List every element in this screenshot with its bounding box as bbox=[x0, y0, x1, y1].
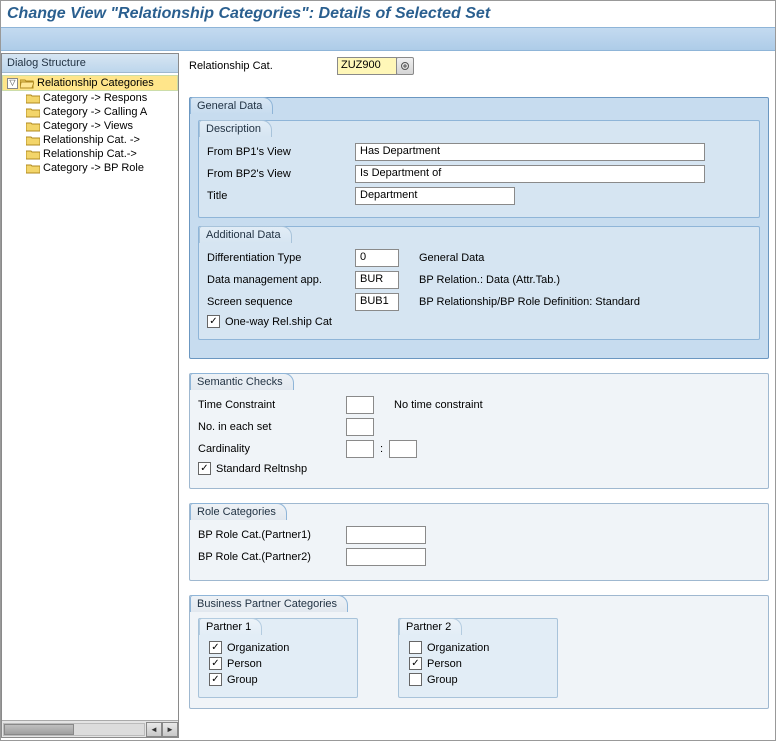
screen-seq-input[interactable]: BUB1 bbox=[355, 293, 399, 311]
tree: ▽ Relationship Categories Category -> Re… bbox=[2, 73, 178, 720]
general-data-legend: General Data bbox=[190, 97, 273, 114]
screen-seq-label: Screen sequence bbox=[207, 296, 355, 308]
p1-org-label: Organization bbox=[227, 642, 289, 654]
folder-icon bbox=[26, 93, 40, 104]
from-bp1-label: From BP1's View bbox=[207, 146, 355, 158]
title-label: Title bbox=[207, 190, 355, 202]
folder-icon bbox=[26, 149, 40, 160]
content-area: Relationship Cat. ZUZ900 General Data De… bbox=[179, 53, 775, 738]
tree-item[interactable]: Relationship Cat.-> bbox=[2, 147, 178, 161]
cardinality-input-1[interactable] bbox=[346, 440, 374, 458]
bp-role-p2-input[interactable] bbox=[346, 548, 426, 566]
bp-role-p1-label: BP Role Cat.(Partner1) bbox=[198, 529, 346, 541]
p1-person-checkbox[interactable] bbox=[209, 657, 222, 670]
from-bp2-label: From BP2's View bbox=[207, 168, 355, 180]
p2-person-checkbox[interactable] bbox=[409, 657, 422, 670]
bp-categories-group: Business Partner Categories Partner 1 Or… bbox=[189, 595, 769, 709]
general-data-group: General Data Description From BP1's View… bbox=[189, 97, 769, 359]
partner2-box: Partner 2 Organization Person Group bbox=[398, 618, 558, 698]
time-constraint-input[interactable] bbox=[346, 396, 374, 414]
diff-type-text: General Data bbox=[419, 252, 484, 264]
tree-item-label: Relationship Cat.-> bbox=[43, 148, 137, 160]
folder-open-icon bbox=[20, 78, 34, 89]
tree-root-relationship-categories[interactable]: ▽ Relationship Categories bbox=[2, 75, 178, 91]
screen-seq-text: BP Relationship/BP Role Definition: Stan… bbox=[419, 296, 640, 308]
sidebar-header: Dialog Structure bbox=[2, 54, 178, 73]
tree-item-label: Category -> Calling A bbox=[43, 106, 147, 118]
no-in-set-label: No. in each set bbox=[198, 421, 346, 433]
relationship-cat-label: Relationship Cat. bbox=[189, 60, 337, 72]
partner1-box: Partner 1 Organization Person Group bbox=[198, 618, 358, 698]
role-categories-group: Role Categories BP Role Cat.(Partner1) B… bbox=[189, 503, 769, 581]
scroll-left-button[interactable]: ◄ bbox=[146, 722, 162, 737]
sidebar-hscroll[interactable]: ◄ ► bbox=[2, 720, 178, 737]
additional-data-legend: Additional Data bbox=[199, 226, 292, 243]
standard-reltnshp-label: Standard Reltnshp bbox=[216, 463, 307, 475]
data-mgmt-text: BP Relation.: Data (Attr.Tab.) bbox=[419, 274, 560, 286]
tree-root-label: Relationship Categories bbox=[37, 77, 154, 89]
standard-reltnshp-checkbox[interactable] bbox=[198, 462, 211, 475]
diff-type-label: Differentiation Type bbox=[207, 252, 355, 264]
p2-group-label: Group bbox=[427, 674, 458, 686]
diff-type-input[interactable]: 0 bbox=[355, 249, 399, 267]
tree-item-label: Category -> BP Role bbox=[43, 162, 144, 174]
cardinality-input-2[interactable] bbox=[389, 440, 417, 458]
additional-data-box: Additional Data Differentiation Type0 Gen… bbox=[198, 226, 760, 340]
relationship-cat-input[interactable]: ZUZ900 bbox=[337, 57, 397, 75]
oneway-checkbox[interactable] bbox=[207, 315, 220, 328]
time-constraint-label: Time Constraint bbox=[198, 399, 346, 411]
folder-icon bbox=[26, 121, 40, 132]
from-bp2-input[interactable]: Is Department of bbox=[355, 165, 705, 183]
toolbar bbox=[1, 27, 775, 51]
tree-item-label: Category -> Respons bbox=[43, 92, 147, 104]
tree-collapse-icon[interactable]: ▽ bbox=[7, 78, 18, 89]
folder-icon bbox=[26, 135, 40, 146]
p1-group-label: Group bbox=[227, 674, 258, 686]
semantic-checks-group: Semantic Checks Time Constraint No time c… bbox=[189, 373, 769, 489]
page-title: Change View "Relationship Categories": D… bbox=[1, 1, 775, 27]
tree-item-label: Relationship Cat. -> bbox=[43, 134, 140, 146]
scroll-track[interactable] bbox=[3, 723, 145, 736]
role-categories-legend: Role Categories bbox=[190, 503, 287, 520]
semantic-checks-legend: Semantic Checks bbox=[190, 373, 294, 390]
tree-item-label: Category -> Views bbox=[43, 120, 133, 132]
partner2-legend: Partner 2 bbox=[399, 618, 462, 635]
tree-item[interactable]: Category -> Views bbox=[2, 119, 178, 133]
data-mgmt-label: Data management app. bbox=[207, 274, 355, 286]
p2-org-checkbox[interactable] bbox=[409, 641, 422, 654]
bp-categories-legend: Business Partner Categories bbox=[190, 595, 348, 612]
p1-group-checkbox[interactable] bbox=[209, 673, 222, 686]
cardinality-label: Cardinality bbox=[198, 443, 346, 455]
from-bp1-input[interactable]: Has Department bbox=[355, 143, 705, 161]
no-in-set-input[interactable] bbox=[346, 418, 374, 436]
bp-role-p1-input[interactable] bbox=[346, 526, 426, 544]
p2-person-label: Person bbox=[427, 658, 462, 670]
tree-item[interactable]: Relationship Cat. -> bbox=[2, 133, 178, 147]
scroll-thumb[interactable] bbox=[4, 724, 74, 735]
folder-icon bbox=[26, 107, 40, 118]
partner1-legend: Partner 1 bbox=[199, 618, 262, 635]
cardinality-sep: : bbox=[380, 443, 383, 455]
time-constraint-text: No time constraint bbox=[394, 399, 483, 411]
relationship-cat-f4-button[interactable] bbox=[396, 57, 414, 75]
bp-role-p2-label: BP Role Cat.(Partner2) bbox=[198, 551, 346, 563]
description-box: Description From BP1's ViewHas Departmen… bbox=[198, 120, 760, 218]
tree-item[interactable]: Category -> BP Role bbox=[2, 161, 178, 175]
oneway-label: One-way Rel.ship Cat bbox=[225, 316, 332, 328]
tree-item[interactable]: Category -> Respons bbox=[2, 91, 178, 105]
p1-person-label: Person bbox=[227, 658, 262, 670]
data-mgmt-input[interactable]: BUR bbox=[355, 271, 399, 289]
scroll-right-button[interactable]: ► bbox=[162, 722, 178, 737]
description-legend: Description bbox=[199, 120, 272, 137]
p1-org-checkbox[interactable] bbox=[209, 641, 222, 654]
p2-group-checkbox[interactable] bbox=[409, 673, 422, 686]
folder-icon bbox=[26, 163, 40, 174]
dialog-structure-panel: Dialog Structure ▽ Relationship Categori… bbox=[1, 53, 179, 738]
p2-org-label: Organization bbox=[427, 642, 489, 654]
title-input[interactable]: Department bbox=[355, 187, 515, 205]
tree-item[interactable]: Category -> Calling A bbox=[2, 105, 178, 119]
